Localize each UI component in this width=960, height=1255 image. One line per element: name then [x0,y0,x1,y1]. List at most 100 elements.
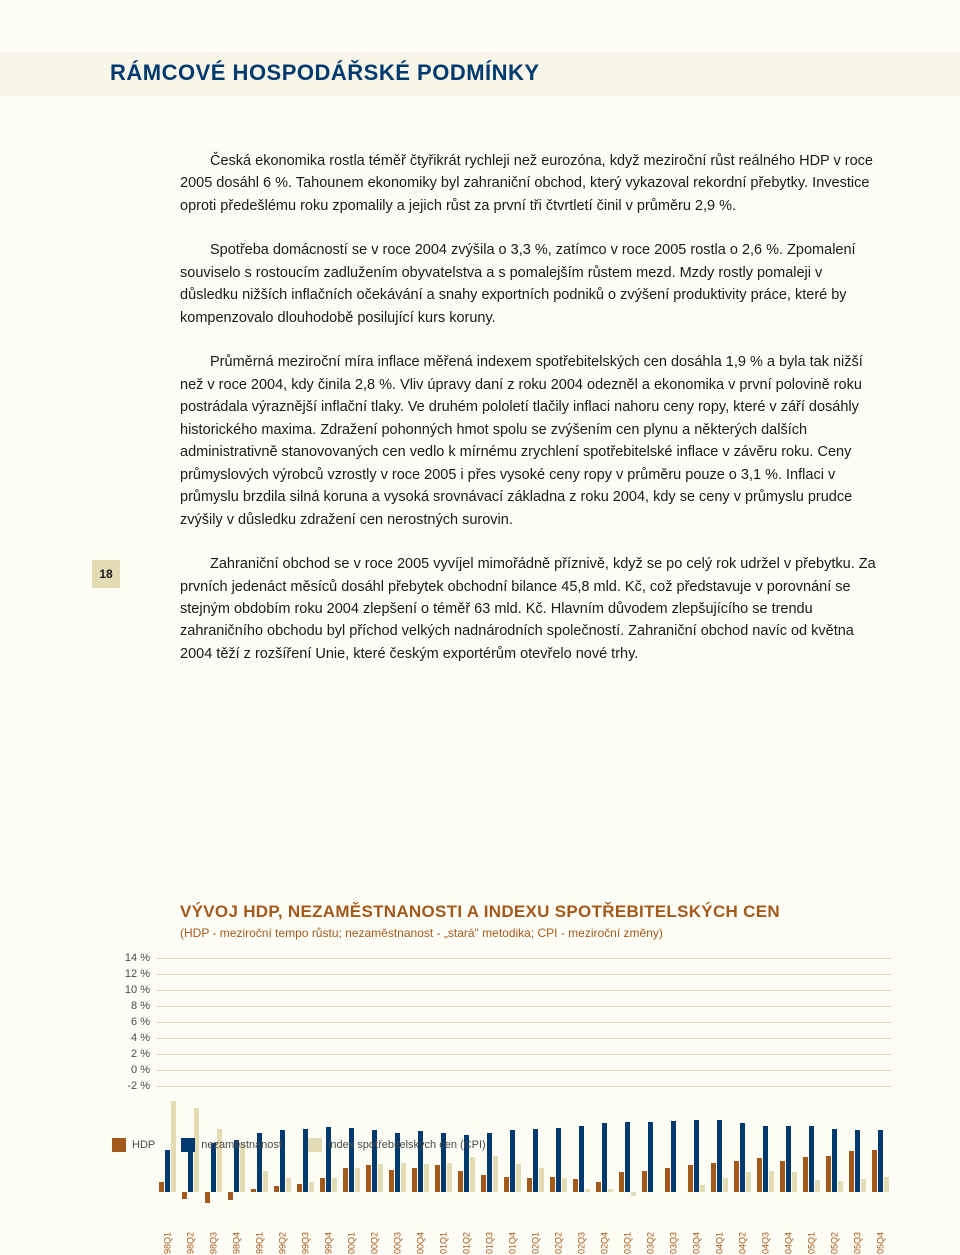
chart-gridrow: 0 % [112,1062,892,1078]
bar-nez [786,1126,791,1193]
x-axis-label: 99Q4 [324,1232,334,1255]
x-axis-label: 00Q2 [370,1232,380,1255]
y-axis-label: -2 % [112,1080,156,1092]
bar-hdp [159,1182,164,1193]
bar-nez [579,1126,584,1193]
y-axis-label: 6 % [112,1016,156,1028]
bar-cpi [470,1157,475,1192]
bar-hdp [205,1192,210,1203]
bar-hdp [435,1165,440,1192]
gridline [156,1070,892,1071]
bar-nez [717,1120,722,1192]
bar-cpi [562,1178,567,1192]
bar-cpi [700,1185,705,1192]
legend-swatch-nez [181,1138,195,1152]
bar-hdp [458,1171,463,1192]
y-axis-label: 2 % [112,1048,156,1060]
chart-gridrow: 6 % [112,1014,892,1030]
bar-hdp [504,1177,509,1192]
page-number-box: 18 [92,560,120,588]
bar-nez [855,1130,860,1192]
x-axis-label: 03Q3 [669,1232,679,1255]
x-axis-label: 00Q1 [347,1232,357,1255]
legend-label: HDP [132,1139,155,1151]
legend-swatch-cpi [308,1138,322,1152]
bar-cpi [792,1172,797,1192]
bar-hdp [550,1177,555,1192]
bar-group [823,1094,846,1206]
bar-hdp [619,1172,624,1192]
paragraph: Spotřeba domácností se v roce 2004 zvýši… [180,239,880,329]
x-axis-label: 02Q4 [600,1232,610,1255]
bar-hdp [849,1151,854,1192]
bar-hdp [734,1161,739,1193]
bar-group [639,1094,662,1206]
chart-legend: HDP nezaměstnanost index spotřebitelskýc… [112,1138,486,1152]
bar-nez [832,1129,837,1192]
chart-block: VÝVOJ HDP, NEZAMĚSTNANOSTI A INDEXU SPOT… [112,902,892,1222]
bar-hdp [412,1168,417,1193]
page-title: RÁMCOVÉ HOSPODÁŘSKÉ PODMÍNKY [110,60,540,86]
bar-nez [809,1126,814,1193]
x-axis-label: 98Q4 [232,1232,242,1255]
bar-group [731,1094,754,1206]
bar-hdp [274,1186,279,1192]
document-page: RÁMCOVÉ HOSPODÁŘSKÉ PODMÍNKY Česká ekono… [0,0,960,1158]
chart-gridrow: 8 % [112,998,892,1014]
bar-hdp [711,1163,716,1192]
bar-hdp [297,1184,302,1192]
bar-cpi [884,1177,889,1192]
bar-hdp [688,1165,693,1192]
x-axis-label: 98Q2 [186,1232,196,1255]
x-axis-label: 04Q2 [738,1232,748,1255]
y-axis-label: 0 % [112,1064,156,1076]
paragraph: Průměrná meziroční míra inflace měřená i… [180,351,880,531]
legend-item-nez: nezaměstnanost [181,1138,282,1152]
bar-hdp [182,1192,187,1199]
chart-title: VÝVOJ HDP, NEZAMĚSTNANOSTI A INDEXU SPOT… [180,902,892,922]
bar-group [501,1094,524,1206]
bar-cpi [447,1163,452,1192]
x-axis-label: 01Q1 [439,1232,449,1255]
bar-group [777,1094,800,1206]
bar-hdp [665,1168,670,1193]
chart-gridrow: 2 % [112,1046,892,1062]
x-axis-label: 98Q3 [209,1232,219,1255]
bar-nez [533,1129,538,1192]
legend-swatch-hdp [112,1138,126,1152]
y-axis-label: 12 % [112,968,156,980]
bar-cpi [539,1168,544,1193]
gridline [156,1054,892,1055]
bar-group [685,1094,708,1206]
bar-hdp [343,1168,348,1193]
x-axis-label: 01Q2 [462,1232,472,1255]
bar-nez [648,1122,653,1192]
bar-cpi [401,1163,406,1192]
bar-cpi [815,1180,820,1192]
bar-cpi [493,1156,498,1192]
x-axis-label: 03Q4 [692,1232,702,1255]
chart-gridrow: 14 % [112,950,892,966]
bar-cpi [286,1178,291,1192]
bar-nez [625,1122,630,1192]
gridline [156,1038,892,1039]
bar-hdp [366,1165,371,1192]
bar-cpi [746,1172,751,1192]
bar-hdp [872,1150,877,1192]
x-axis-label: 99Q2 [278,1232,288,1255]
x-axis-label: 05Q2 [830,1232,840,1255]
bar-hdp [803,1157,808,1192]
x-axis-label: 98Q1 [163,1232,173,1255]
x-axis-label: 05Q1 [807,1232,817,1255]
chart-yaxis: 14 %12 %10 %8 %6 %4 %2 %0 %-2 % [112,950,892,1094]
bar-hdp [596,1182,601,1193]
x-axis-label: 03Q2 [646,1232,656,1255]
bar-group [593,1094,616,1206]
chart-gridrow: 4 % [112,1030,892,1046]
bar-nez [326,1127,331,1192]
bar-cpi [332,1178,337,1192]
x-axis-label: 04Q3 [761,1232,771,1255]
bar-hdp [228,1192,233,1200]
chart-gridrow: -2 % [112,1078,892,1094]
x-axis-label: 05Q4 [876,1232,886,1255]
